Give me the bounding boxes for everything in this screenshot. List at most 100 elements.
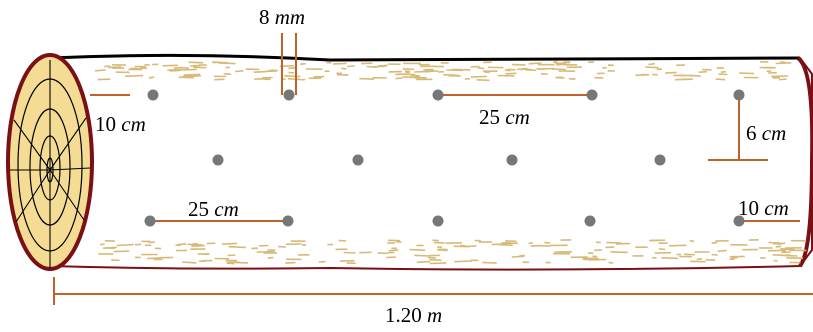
bark-stroke <box>341 68 346 69</box>
bark-stroke <box>773 78 780 79</box>
bark-stroke <box>608 65 614 66</box>
bark-stroke <box>768 250 786 251</box>
log-end-face <box>8 55 92 269</box>
bark-stroke <box>499 245 513 246</box>
bark-stroke <box>414 255 429 256</box>
bark-stroke <box>611 252 628 253</box>
bark-stroke <box>95 70 105 71</box>
bark-stroke <box>522 68 527 69</box>
label-value: 1.20 <box>385 303 422 327</box>
bark-stroke <box>147 258 160 259</box>
bark-stroke <box>204 254 210 255</box>
bark-stroke <box>483 262 497 263</box>
label-edge-offset-top: 10 cm <box>95 112 146 136</box>
bark-stroke <box>163 65 178 66</box>
bark-stroke <box>669 245 686 246</box>
bark-stroke <box>212 62 228 63</box>
label-unit: cm <box>505 105 530 129</box>
bark-stroke <box>690 241 694 242</box>
bark-stroke <box>596 242 601 243</box>
hole <box>507 155 518 166</box>
bark-stroke <box>359 79 374 80</box>
bark-stroke <box>424 69 433 70</box>
bark-stroke <box>616 243 630 244</box>
bark-stroke <box>699 72 707 73</box>
bark-stroke <box>428 257 436 258</box>
hole <box>148 90 159 101</box>
bark-stroke <box>284 76 300 77</box>
bark-stroke <box>396 78 402 79</box>
hole <box>587 90 598 101</box>
bark-stroke <box>776 246 782 247</box>
bark-stroke <box>780 249 794 250</box>
bark-stroke <box>410 250 426 251</box>
bark-stroke <box>478 68 484 69</box>
bark-stroke <box>189 75 201 76</box>
bark-stroke <box>505 70 510 71</box>
hole <box>655 155 666 166</box>
bark-stroke <box>149 77 154 78</box>
label-spacing-bottom: 25 cm <box>188 197 239 221</box>
bark-stroke <box>228 255 236 256</box>
bark-stroke <box>301 79 305 80</box>
bark-stroke <box>344 253 356 254</box>
bark-stroke <box>779 79 787 80</box>
bark-stroke <box>594 250 602 251</box>
bark-stroke <box>410 77 420 78</box>
bark-stroke <box>665 72 677 73</box>
hole <box>734 90 745 101</box>
bark-stroke <box>235 71 243 72</box>
label-unit: cm <box>764 196 789 220</box>
bark-stroke <box>425 71 438 72</box>
bark-stroke <box>269 70 274 71</box>
bark-stroke <box>433 240 439 241</box>
label-row-offset: 6 cm <box>746 121 786 145</box>
bark-stroke <box>167 70 182 71</box>
bark-stroke <box>268 257 274 258</box>
bark-stroke <box>374 66 386 67</box>
bark-stroke <box>189 62 204 63</box>
label-value: 25 <box>479 105 500 129</box>
label-unit: mm <box>275 5 305 29</box>
bark-stroke <box>254 72 267 73</box>
bark-stroke <box>471 76 487 77</box>
bark-stroke <box>100 244 105 245</box>
label-edge-offset-bottom: 10 cm <box>738 196 789 220</box>
bark-stroke <box>257 252 275 253</box>
bark-stroke <box>389 250 398 251</box>
bark-stroke <box>430 263 447 264</box>
bark-stroke <box>125 76 143 77</box>
bark-stroke <box>278 247 286 248</box>
bark-stroke <box>609 262 614 263</box>
bark-stroke <box>555 77 562 78</box>
bark-stroke <box>526 70 536 71</box>
hole <box>433 216 444 227</box>
hole <box>213 155 224 166</box>
bark-stroke <box>430 260 442 261</box>
bark-stroke <box>716 79 725 80</box>
bark-stroke <box>114 251 129 252</box>
bark-stroke <box>718 251 727 252</box>
bark-stroke <box>378 253 387 254</box>
label-unit: cm <box>762 121 787 145</box>
label-value: 8 <box>259 5 270 29</box>
bark-stroke <box>403 69 415 70</box>
bark-stroke <box>592 256 597 257</box>
label-value: 25 <box>188 197 209 221</box>
bark-stroke <box>774 261 778 262</box>
bark-stroke <box>721 72 726 73</box>
label-value: 6 <box>746 121 757 145</box>
bark-stroke <box>386 257 396 258</box>
bark-stroke <box>556 64 570 65</box>
hole <box>283 216 294 227</box>
label-value: 10 <box>738 196 759 220</box>
bark-stroke <box>288 79 301 80</box>
bark-stroke <box>539 69 555 70</box>
label-unit: cm <box>121 112 146 136</box>
bark-stroke <box>347 66 354 67</box>
bark-stroke <box>131 68 140 69</box>
bark-stroke <box>182 262 196 263</box>
bark-stroke <box>697 259 702 260</box>
bark-stroke <box>339 240 347 241</box>
bark-stroke <box>222 243 237 244</box>
